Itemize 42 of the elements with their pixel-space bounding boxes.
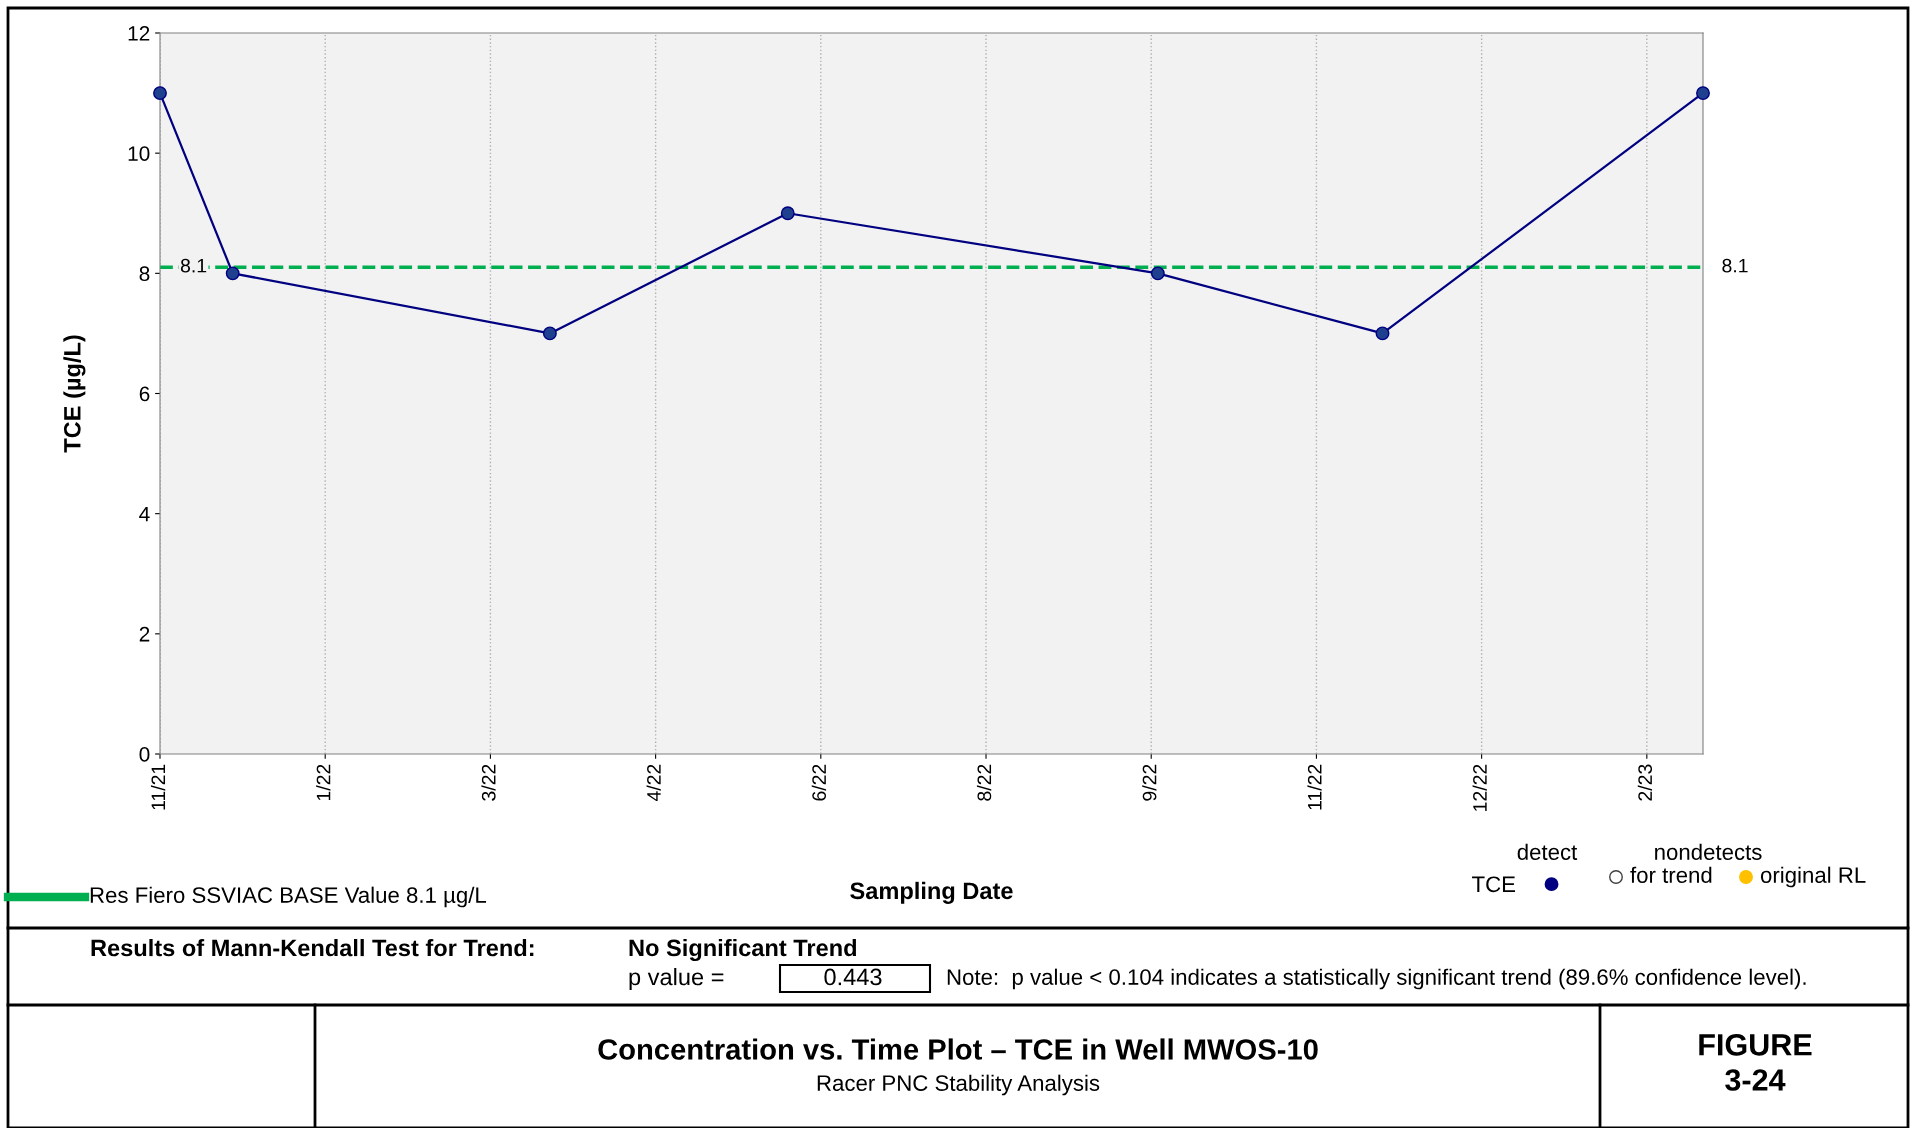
text: Note: p value < 0.104 indicates a statistically significant trend (89.6% confidence level). bbox=[947, 968, 1806, 990]
legend-label: TCE bbox=[1472, 876, 1516, 893]
text: Concentration vs. Time Plot – TCE in Well MWOS-10 bbox=[598, 1038, 1318, 1060]
y-tick-label: 8 bbox=[139, 266, 150, 282]
y-tick-label: 10 bbox=[128, 146, 150, 161]
text: 8.1 bbox=[1722, 258, 1748, 273]
x-tick-label: 2/23 bbox=[1637, 764, 1653, 801]
point bbox=[542, 326, 557, 341]
y-tick-label: 2 bbox=[139, 626, 150, 642]
y-tick-label: 12 bbox=[128, 26, 150, 41]
x-axis-title: Sampling Date bbox=[850, 881, 1013, 904]
point bbox=[1375, 326, 1390, 341]
y-axis-title: TCE (µg/L) bbox=[63, 335, 86, 453]
text: detect bbox=[1517, 843, 1578, 860]
y-tick-label: 0 bbox=[139, 747, 150, 762]
text: Racer PNC Stability Analysis bbox=[817, 1074, 1100, 1096]
x-tick-label: 8/22 bbox=[976, 764, 992, 801]
x-tick-label: 3/22 bbox=[481, 764, 496, 801]
x-tick-label: 6/22 bbox=[811, 764, 827, 801]
point bbox=[1150, 266, 1165, 281]
text: original RL bbox=[1760, 866, 1866, 888]
caption: FIGURE 3-24 bbox=[1699, 1034, 1812, 1091]
x-tick-label: 12/22 bbox=[1472, 764, 1487, 811]
point bbox=[225, 266, 240, 281]
text: nondetects bbox=[1655, 843, 1762, 860]
x-tick-label: 11/22 bbox=[1307, 764, 1322, 810]
x-tick-label: 1/22 bbox=[316, 764, 331, 801]
y-tick-label: 4 bbox=[139, 506, 150, 522]
text: No Significant Trend bbox=[629, 938, 857, 962]
text: p value = bbox=[629, 968, 724, 991]
text: Res Fiero SSVIAC BASE Value 8.1 µg/L bbox=[90, 886, 487, 908]
point bbox=[1696, 86, 1710, 101]
text: 0.443 bbox=[824, 968, 882, 986]
x-tick-label: 9/22 bbox=[1142, 764, 1157, 801]
point bbox=[153, 86, 167, 101]
text: Results of Mann-Kendall Test for Trend: bbox=[91, 939, 534, 957]
point bbox=[780, 206, 795, 221]
x-tick-label: 4/22 bbox=[646, 764, 661, 802]
ref-line-label: 8.1 bbox=[180, 258, 207, 273]
text: for trend bbox=[1630, 866, 1712, 883]
x-tick-label: 11/21 bbox=[150, 764, 166, 810]
y-tick-label: 6 bbox=[139, 386, 150, 402]
